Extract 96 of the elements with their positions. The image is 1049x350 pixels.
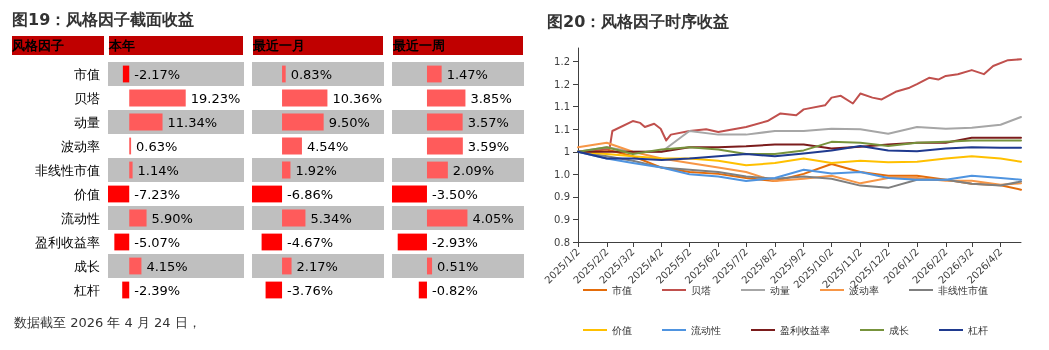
legend-label: 价值 (611, 324, 632, 336)
bar (282, 137, 302, 155)
bar (122, 65, 130, 83)
bar (392, 185, 427, 203)
data-label: 3.59% (467, 138, 510, 154)
data-label: -2.93% (431, 234, 478, 250)
bar (426, 65, 442, 83)
bar (129, 257, 142, 275)
line-series (577, 141, 1022, 186)
data-label: -2.39% (134, 282, 181, 298)
legend-label: 动量 (770, 284, 790, 296)
bar (129, 89, 186, 107)
data-label: -5.07% (134, 234, 181, 250)
legend-label: 非线性市值 (938, 284, 988, 296)
data-label: 1.14% (137, 162, 179, 178)
y-axis-title: 风格因子 (11, 38, 64, 53)
bar (129, 113, 163, 131)
data-label: 0.51% (437, 258, 479, 274)
bar (426, 89, 466, 107)
legend-label: 市值 (612, 284, 632, 296)
bar (426, 257, 433, 275)
data-label: 19.23% (190, 90, 241, 106)
y-tick-label: 非线性市值 (35, 162, 100, 178)
bar (426, 113, 463, 131)
data-label: 4.54% (306, 138, 349, 154)
y-tick-label: 流动性 (61, 210, 100, 226)
legend-label: 流动性 (691, 324, 721, 336)
data-label: -3.50% (431, 186, 478, 202)
y-tick-label: 0.9 (554, 213, 570, 225)
legend-label: 成长 (889, 324, 909, 336)
data-label: 3.85% (470, 90, 512, 106)
chart-subtitle: 本年 (108, 38, 135, 53)
data-label: -4.67% (287, 234, 334, 250)
y-tick-label: 0.9 (554, 191, 570, 203)
data-label: 1.92% (295, 162, 337, 178)
chart-title: 图20：风格因子时序收益 (547, 11, 730, 31)
data-label: 4.15% (146, 258, 188, 274)
y-tick-label: 1.2 (554, 56, 570, 68)
legend-label: 杠杆 (967, 324, 988, 336)
bar (426, 137, 463, 155)
data-label: -3.76% (287, 282, 334, 298)
bar (282, 89, 328, 107)
text: 数据截至 2026 年 4 月 24 日， (13, 314, 202, 332)
y-tick-label: 动量 (74, 114, 100, 130)
y-tick-label: 1.0 (554, 168, 570, 180)
legend-label: 盈利收益率 (780, 324, 830, 336)
chart-title: 最近一周 (392, 38, 445, 53)
bar (418, 281, 427, 299)
bar (114, 233, 130, 251)
data-label: 5.34% (310, 210, 352, 226)
bar (282, 257, 292, 275)
bar (129, 161, 133, 179)
data-label: 11.34% (167, 114, 218, 130)
data-label: -0.82% (431, 282, 478, 298)
data-label: 0.63% (136, 138, 178, 154)
bar (426, 161, 448, 179)
bar (397, 233, 427, 251)
y-tick-label: 杠杆 (73, 282, 100, 298)
bar (265, 281, 283, 299)
y-tick-label: 1.1 (554, 123, 570, 135)
bar (252, 185, 283, 203)
data-label: 2.09% (452, 162, 495, 178)
y-tick-label: 1.2 (554, 78, 570, 90)
y-tick-label: 波动率 (61, 138, 100, 154)
bar (282, 209, 306, 227)
data-label: 1.47% (446, 66, 488, 82)
y-tick-label: 1 (563, 146, 570, 158)
data-label: 0.83% (290, 66, 332, 82)
y-tick-label: 价值 (73, 186, 100, 202)
data-label: -2.17% (134, 66, 181, 82)
legend-label: 贝塔 (691, 284, 711, 296)
y-tick-label: 0.8 (554, 236, 570, 248)
bar (261, 233, 283, 251)
data-label: 10.36% (332, 90, 383, 106)
bar (122, 281, 130, 299)
chart-title: 图19：风格因子截面收益 (11, 9, 196, 31)
data-label: -6.86% (287, 186, 334, 202)
bar (282, 65, 286, 83)
data-label: -7.23% (134, 186, 181, 202)
y-tick-label: 盈利收益率 (35, 234, 100, 250)
data-label: 5.90% (151, 210, 193, 226)
bar (282, 113, 324, 131)
bar (129, 209, 147, 227)
data-label: 3.57% (467, 114, 509, 130)
y-tick-label: 市值 (74, 66, 100, 82)
y-tick-label: 1.1 (554, 101, 570, 113)
data-label: 2.17% (296, 258, 338, 274)
bar (108, 185, 130, 203)
y-tick-label: 成长 (74, 258, 100, 274)
data-label: 9.50% (328, 114, 370, 130)
line-series (577, 144, 1022, 161)
chart-title: 最近一月 (252, 38, 305, 53)
y-tick-label: 贝塔 (74, 90, 100, 106)
bar (282, 161, 291, 179)
bar (426, 209, 468, 227)
data-label: 4.05% (472, 210, 514, 226)
